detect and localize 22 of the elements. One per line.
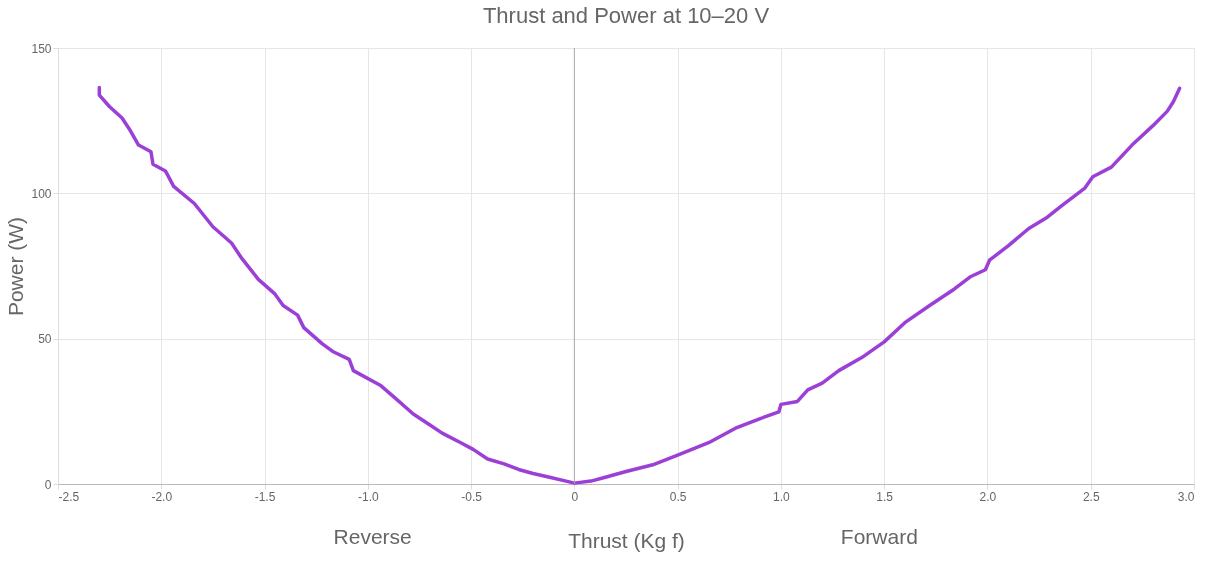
x-tick-label: 2.5 [1082,489,1100,504]
text: Forward [840,525,918,549]
x-tick-label: -1.0 [357,489,379,504]
x-tick-label: -2.5 [58,489,80,504]
x-tick-label: -2.0 [151,489,173,504]
x-tick-label: 3.0 [1177,489,1195,504]
x-tick-label: -1.5 [254,489,276,504]
y-tick-label: 0 [44,477,52,492]
x-axis-title: Thrust (Kg f) [568,528,685,552]
y-tick-label: 50 [38,332,52,347]
x-tick-label: 1.0 [773,489,791,504]
x-tick-label: 1.5 [876,489,894,504]
x-tick-label: 0 [571,489,579,504]
y-axis-title: Power (W) [4,216,28,317]
x-tick-label: -0.5 [461,489,483,504]
line-series [97,85,1182,485]
x-tick-label: 0.5 [669,489,687,504]
x-tick-label: 2.0 [979,489,997,504]
y-tick-label: 100 [31,186,52,201]
chart-title: Thrust and Power at 10–20 V [482,3,770,28]
y-tick-label: 150 [31,41,52,56]
text: Reverse [333,525,412,549]
